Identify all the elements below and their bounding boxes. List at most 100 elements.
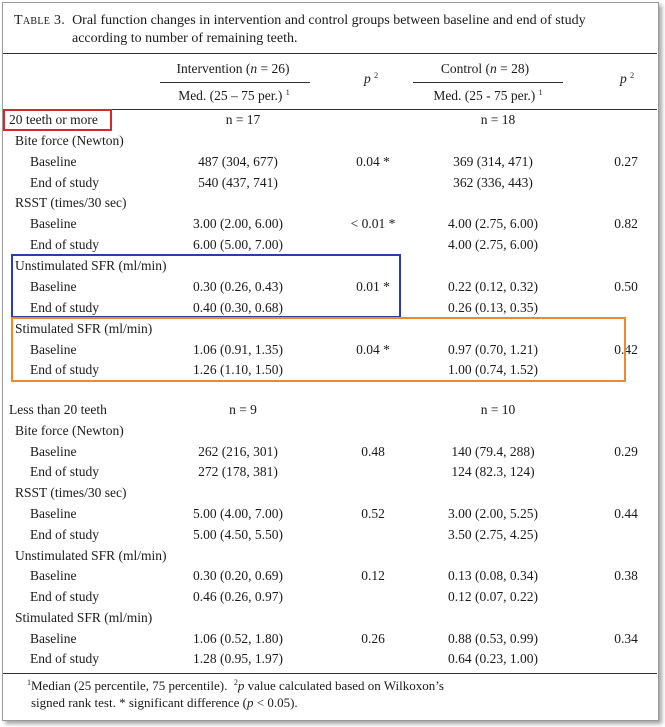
group2-n-intervention: n = 9 <box>229 402 257 417</box>
cell-control: 3.50 (2.75, 4.25) <box>448 527 538 542</box>
row-label-baseline: Baseline <box>30 279 77 294</box>
cell-control: 0.12 (0.07, 0.22) <box>448 589 538 604</box>
cell-intervention: 262 (216, 301) <box>198 444 278 459</box>
measure-stimulated-sfr: Stimulated SFR (ml/min) <box>15 321 153 336</box>
row-label-baseline: Baseline <box>30 342 77 357</box>
cell-p-intervention: 0.52 <box>361 506 385 521</box>
row-label-end-of-study: End of study <box>30 589 99 604</box>
header-med-intervention-text: Med. (25 – 75 per.) <box>178 88 283 103</box>
cell-intervention: 0.30 (0.20, 0.69) <box>193 568 283 583</box>
highlight-box-unstimulated-sfr <box>11 254 401 318</box>
measure-unstimulated-sfr: Unstimulated SFR (ml/min) <box>15 548 167 563</box>
row-label-end-of-study: End of study <box>30 527 99 542</box>
cell-control: 4.00 (2.75, 6.00) <box>448 237 538 252</box>
row-label-baseline: Baseline <box>30 216 77 231</box>
footnote-p: p <box>237 678 245 693</box>
header-control: Control (n = 28) <box>415 61 555 77</box>
cell-control: 0.97 (0.70, 1.21) <box>448 342 538 357</box>
footnote-line2-p: p <box>247 695 254 710</box>
header-med-sup: 1 <box>285 88 290 97</box>
cell-control: 1.00 (0.74, 1.52) <box>448 362 538 377</box>
cell-p-intervention: < 0.01 * <box>350 216 396 231</box>
cell-p-control: 0.34 <box>614 631 638 646</box>
cell-intervention: 3.00 (2.00, 6.00) <box>193 216 283 231</box>
cell-p-control: 0.38 <box>614 568 638 583</box>
cell-p-control: 0.42 <box>614 342 638 357</box>
cell-control: 140 (79.4, 288) <box>451 444 535 459</box>
highlight-box-stimulated-sfr <box>11 317 626 382</box>
cell-control: 124 (82.3, 124) <box>451 464 535 479</box>
header-p-intervention: p 2 <box>351 71 391 87</box>
cell-intervention: 0.30 (0.26, 0.43) <box>193 279 283 294</box>
cell-intervention: 0.40 (0.30, 0.68) <box>193 300 283 315</box>
caption-label: Table 3. <box>14 13 66 28</box>
row-label-end-of-study: End of study <box>30 300 99 315</box>
data-table: Table 3. Oral function changes in interv… <box>3 3 657 719</box>
group1-n-control: n = 18 <box>480 112 516 127</box>
row-label-end-of-study: End of study <box>30 237 99 252</box>
row-label-baseline: Baseline <box>30 444 77 459</box>
cell-p-intervention: 0.12 <box>361 568 385 583</box>
control-header-rule <box>413 82 563 83</box>
row-label-baseline: Baseline <box>30 154 77 169</box>
cell-intervention: 1.28 (0.95, 1.97) <box>193 651 283 666</box>
header-med-control-text: Med. (25 - 75 per.) <box>433 88 536 103</box>
cell-intervention: 5.00 (4.50, 5.50) <box>193 527 283 542</box>
header-control-post: = 28) <box>496 61 530 76</box>
measure-bite-force: Bite force (Newton) <box>15 423 124 438</box>
measure-rsst: RSST (times/30 sec) <box>15 485 127 500</box>
row-label-end-of-study: End of study <box>30 651 99 666</box>
footnote-line2-pre: signed rank test. * significant differen… <box>31 695 247 710</box>
measure-bite-force: Bite force (Newton) <box>15 133 124 148</box>
row-label-end-of-study: End of study <box>30 362 99 377</box>
cell-intervention: 1.26 (1.10, 1.50) <box>193 362 283 377</box>
cell-control: 362 (336, 443) <box>453 175 533 190</box>
cell-control: 0.13 (0.08, 0.34) <box>448 568 538 583</box>
cell-p-intervention: 0.48 <box>361 444 385 459</box>
header-p-letter: p <box>363 71 371 86</box>
measure-rsst: RSST (times/30 sec) <box>15 195 127 210</box>
footnote-text-1: Median (25 percentile, 75 percentile). <box>31 678 228 693</box>
footnote-sup-2: 2 <box>233 678 238 687</box>
cell-intervention: 5.00 (4.00, 7.00) <box>193 506 283 521</box>
cell-p-intervention: 0.26 <box>361 631 385 646</box>
footnote-text-2: value calculated based on Wilkoxon’s <box>244 678 444 693</box>
footnote-line2-post: < 0.05). <box>253 695 298 710</box>
cell-p-control: 0.29 <box>614 444 638 459</box>
cell-intervention: 1.06 (0.91, 1.35) <box>193 342 283 357</box>
row-label-baseline: Baseline <box>30 568 77 583</box>
cell-intervention: 487 (304, 677) <box>198 154 278 169</box>
cell-p-control: 0.27 <box>614 154 638 169</box>
header-intervention: Intervention (n = 26) <box>163 61 303 77</box>
cell-p-control: 0.50 <box>614 279 638 294</box>
cell-intervention: 1.06 (0.52, 1.80) <box>193 631 283 646</box>
header-p-letter: p <box>619 71 627 86</box>
group2-n-control: n = 10 <box>480 402 516 417</box>
cell-control: 369 (314, 471) <box>453 154 533 169</box>
header-med-intervention: Med. (25 – 75 per.) 1 <box>161 88 307 104</box>
footnote-line-2: signed rank test. * significant differen… <box>31 695 298 711</box>
group-label-less-than-20: Less than 20 teeth <box>9 402 107 417</box>
cell-intervention: 540 (437, 741) <box>198 175 278 190</box>
highlight-box-20-teeth <box>3 109 112 131</box>
cell-intervention: 272 (178, 381) <box>198 464 278 479</box>
header-p-sup: 2 <box>630 71 635 80</box>
header-intervention-pre: Intervention ( <box>176 61 251 76</box>
cell-p-control: 0.44 <box>614 506 638 521</box>
measure-stimulated-sfr: Stimulated SFR (ml/min) <box>15 610 153 625</box>
row-label-baseline: Baseline <box>30 631 77 646</box>
top-rule <box>3 53 657 54</box>
header-bottom-rule <box>3 109 657 110</box>
cell-intervention: 0.46 (0.26, 0.97) <box>193 589 283 604</box>
cell-control: 3.00 (2.00, 5.25) <box>448 506 538 521</box>
footnote-sup-1: 1 <box>27 678 31 687</box>
caption-line-1: Oral function changes in intervention an… <box>72 13 586 28</box>
cell-control: 0.88 (0.53, 0.99) <box>448 631 538 646</box>
header-p-sup: 2 <box>374 71 379 80</box>
header-med-control: Med. (25 - 75 per.) 1 <box>415 88 561 104</box>
cell-control: 0.22 (0.12, 0.32) <box>448 279 538 294</box>
header-control-n: n <box>490 61 497 76</box>
measure-unstimulated-sfr: Unstimulated SFR (ml/min) <box>15 258 167 273</box>
group-label-20-or-more: 20 teeth or more <box>9 112 98 127</box>
bottom-rule <box>3 673 657 674</box>
